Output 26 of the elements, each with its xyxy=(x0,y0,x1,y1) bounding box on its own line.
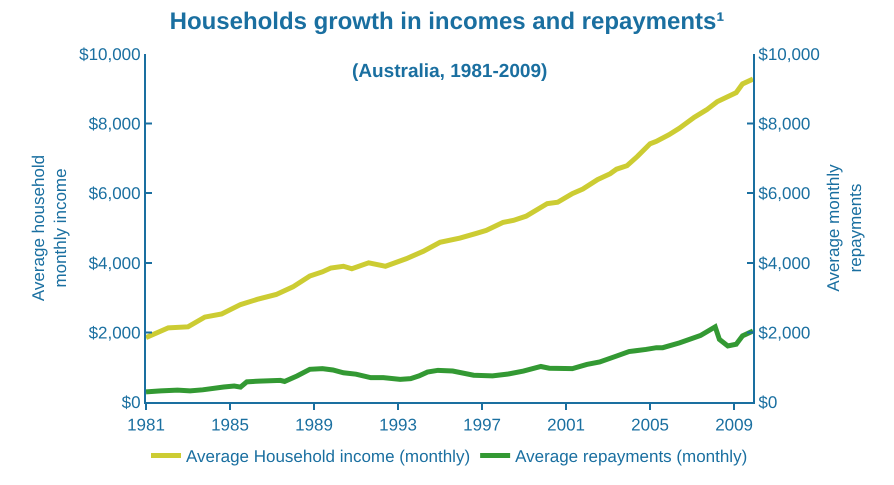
y2-tick-label: $4,000 xyxy=(758,254,810,273)
legend-label: Average repayments (monthly) xyxy=(515,447,748,466)
legend-label: Average Household income (monthly) xyxy=(186,447,470,466)
x-tick-label: 1989 xyxy=(295,415,333,434)
y-tick-label: $4,000 xyxy=(88,254,141,273)
y-tick-label: $10,000 xyxy=(79,44,141,64)
chart-title: Households growth in incomes and repayments¹ xyxy=(170,8,724,35)
chart-subtitle: (Australia, 1981-2009) xyxy=(352,61,548,82)
x-tick-label: 1981 xyxy=(127,415,165,434)
y-tick-label: $0 xyxy=(122,392,141,412)
y-axis-title: Average household monthly income xyxy=(29,154,70,302)
x-tick-label: 2005 xyxy=(631,415,669,434)
y2-axis-title: Average monthly repayments xyxy=(824,164,865,292)
y2-tick-label: $8,000 xyxy=(758,114,810,134)
x-tick-label: 2001 xyxy=(547,415,585,434)
y2-tick-label: $2,000 xyxy=(758,323,810,342)
y-tick-label: $8,000 xyxy=(88,114,141,134)
x-tick-label: 1997 xyxy=(463,415,501,434)
y2-tick-label: $0 xyxy=(758,392,778,412)
y-tick-label: $6,000 xyxy=(88,184,141,204)
y2-tick-label: $6,000 xyxy=(758,184,810,204)
x-tick-label: 1985 xyxy=(211,415,249,434)
y-tick-label: $2,000 xyxy=(88,323,141,342)
x-tick-label: 2009 xyxy=(715,415,754,434)
y2-tick-label: $10,000 xyxy=(758,44,820,64)
x-tick-label: 1993 xyxy=(379,415,417,434)
